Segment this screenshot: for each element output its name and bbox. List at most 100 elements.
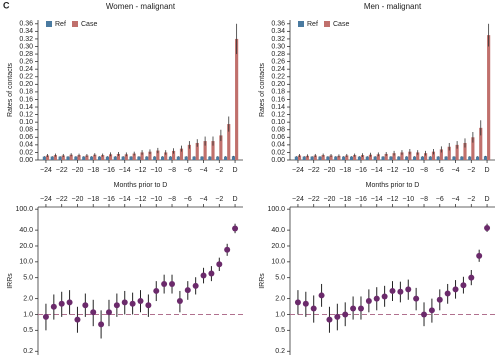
bar [487, 35, 491, 161]
x-tick-label: −20 [72, 196, 84, 203]
bar [463, 142, 467, 160]
bar [471, 137, 475, 160]
legend-swatch [298, 21, 304, 27]
y-tick-label: 0.00 [271, 157, 285, 164]
bar [113, 156, 117, 160]
bar [129, 156, 133, 160]
x-tick-label: −12 [135, 167, 147, 174]
bar [373, 156, 377, 160]
point [216, 261, 223, 268]
point [468, 274, 475, 281]
y-tick-label: 0.2 [275, 348, 285, 355]
x-tick-label: −4 [452, 196, 460, 203]
bar [124, 154, 128, 160]
x-tick-label: −24 [40, 196, 52, 203]
bar [179, 148, 184, 160]
y-tick-label: 0.5 [23, 327, 33, 334]
bar [90, 156, 94, 160]
bar [108, 154, 113, 160]
y-tick-label: 0.08 [271, 127, 285, 134]
x-tick-label: −16 [355, 196, 367, 203]
bar [235, 38, 239, 161]
bar [224, 156, 228, 160]
x-tick-label: −4 [452, 167, 460, 174]
legend-label: Ref [55, 21, 66, 28]
bar [45, 155, 50, 160]
x-tick-label: −20 [72, 167, 84, 174]
point [66, 299, 73, 306]
x-tick-label: −18 [339, 167, 351, 174]
bar [58, 156, 62, 160]
y-tick-label: 5.0 [275, 275, 285, 282]
bar [452, 156, 456, 160]
y-tick-label: 100.0 [15, 206, 33, 213]
point [82, 302, 89, 309]
x-tick-label: −6 [184, 167, 192, 174]
x-tick-label: −14 [119, 167, 131, 174]
y-tick-label: 0.12 [19, 111, 33, 118]
point [145, 302, 152, 309]
bar [74, 156, 78, 160]
x-tick-label: −6 [436, 196, 444, 203]
bar [216, 156, 220, 160]
bar [148, 151, 152, 160]
x-tick-label: −4 [200, 167, 208, 174]
x-tick-label: −2 [467, 167, 475, 174]
x-tick-label: −16 [103, 196, 115, 203]
point [129, 300, 136, 307]
point [373, 295, 380, 302]
bar [219, 135, 223, 160]
y-tick-label: 0.30 [271, 43, 285, 50]
bar [424, 153, 428, 160]
bar [53, 155, 57, 160]
y-tick-label: 0.04 [271, 142, 285, 149]
bar [392, 153, 396, 160]
y-tick-label: 0.06 [271, 134, 285, 141]
y-tick-label: 10.0 [271, 259, 285, 266]
bar [208, 156, 212, 160]
point [436, 296, 443, 303]
x-tick-label: −12 [387, 196, 399, 203]
bar [203, 141, 207, 160]
bar [428, 156, 432, 160]
x-tick-label: −20 [324, 196, 336, 203]
legend-swatch [324, 21, 330, 27]
bar [321, 155, 325, 160]
bar [389, 156, 393, 160]
x-tick-label: −22 [56, 167, 68, 174]
bar [368, 154, 373, 160]
bar [66, 156, 70, 160]
bar [195, 142, 199, 160]
bar [337, 155, 341, 160]
bar [156, 150, 160, 160]
x-tick-label: D [233, 167, 238, 174]
y-tick-label: 5.0 [23, 275, 33, 282]
y-tick-label: 40.0 [271, 227, 285, 234]
bar [105, 156, 109, 160]
bar [168, 156, 173, 160]
y-tick-label: 0.36 [271, 21, 285, 28]
point [413, 295, 420, 302]
x-tick-label: −14 [119, 196, 131, 203]
x-tick-label: −22 [308, 167, 320, 174]
x-tick-label: −8 [420, 167, 428, 174]
point [105, 309, 112, 316]
point [50, 303, 57, 310]
point [357, 305, 364, 312]
point [224, 246, 231, 253]
y-tick-label: 2.0 [23, 295, 33, 302]
bar [42, 156, 46, 160]
y-tick-label: 0.14 [19, 104, 33, 111]
bar [305, 155, 309, 160]
y-tick-label: 0.24 [19, 66, 33, 73]
point [460, 282, 467, 289]
x-tick-label: −20 [324, 167, 336, 174]
bar [397, 156, 401, 160]
x-tick-label: −14 [371, 167, 383, 174]
legend-label: Case [333, 21, 349, 28]
bar [460, 156, 464, 160]
x-tick-label: −2 [467, 196, 475, 203]
point [310, 305, 317, 312]
chart-title: Men - malignant [364, 2, 422, 11]
